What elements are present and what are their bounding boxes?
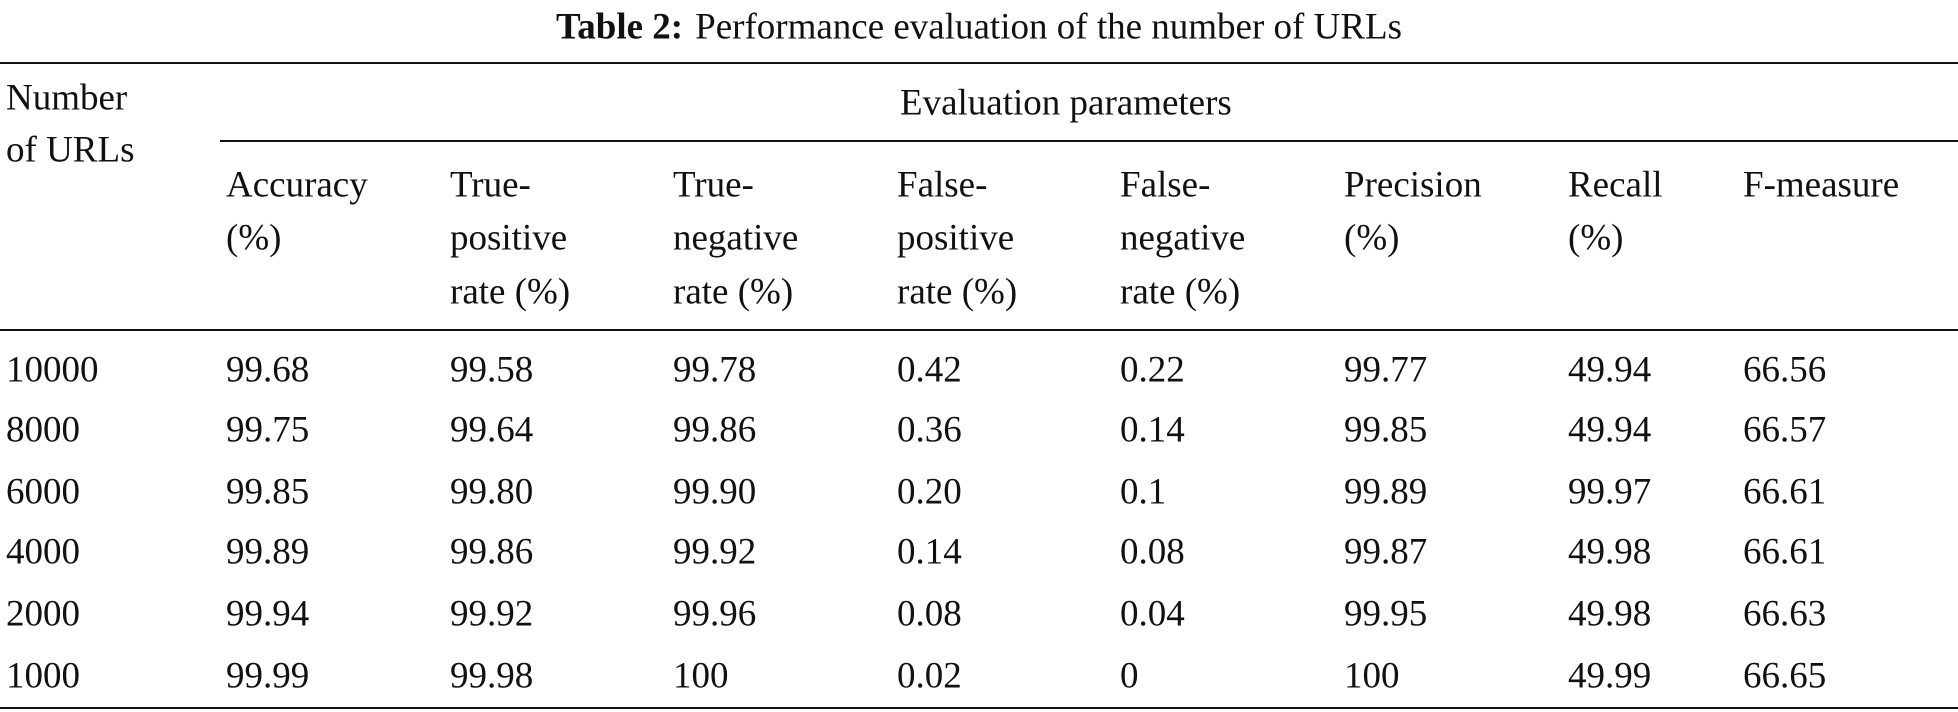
group-header: Evaluation parameters: [900, 82, 1232, 124]
row-label: 4000: [6, 531, 80, 573]
cell: 49.94: [1568, 349, 1652, 391]
column-header: rate (%): [673, 271, 794, 313]
column-header: rate (%): [1120, 271, 1241, 313]
cell: 99.80: [450, 471, 534, 513]
row-label: 6000: [6, 471, 80, 513]
cell: 100: [673, 655, 729, 697]
cell: 49.94: [1568, 409, 1652, 451]
cell: 99.98: [450, 655, 534, 697]
cell: 49.98: [1568, 531, 1652, 573]
cell: 99.85: [1344, 409, 1428, 451]
cell: 99.85: [226, 471, 310, 513]
cell: 99.92: [450, 593, 534, 635]
column-header: positive: [897, 217, 1015, 259]
column-header: Accuracy: [226, 164, 368, 206]
cell: 49.98: [1568, 593, 1652, 635]
cell: 0.02: [897, 655, 962, 697]
cell: 99.99: [226, 655, 310, 697]
cell: 66.63: [1743, 593, 1827, 635]
cell: 49.99: [1568, 655, 1652, 697]
column-header: rate (%): [897, 271, 1018, 313]
column-header: Recall: [1568, 164, 1663, 206]
cell: 0.08: [897, 593, 962, 635]
cell: 0.22: [1120, 349, 1185, 391]
cell: 66.65: [1743, 655, 1827, 697]
group-rule: [220, 140, 1958, 142]
column-header: F-measure: [1743, 164, 1900, 206]
cell: 66.57: [1743, 409, 1827, 451]
row-header: of URLs: [6, 129, 135, 171]
cell: 99.87: [1344, 531, 1428, 573]
cell: 99.96: [673, 593, 757, 635]
column-header: (%): [1568, 217, 1624, 259]
row-label: 10000: [6, 349, 99, 391]
column-header: rate (%): [450, 271, 571, 313]
bottom-rule: [0, 707, 1958, 709]
column-header: negative: [673, 217, 799, 259]
cell: 0.14: [1120, 409, 1185, 451]
cell: 0.04: [1120, 593, 1185, 635]
cell: 100: [1344, 655, 1400, 697]
row-label: 1000: [6, 655, 80, 697]
cell: 99.94: [226, 593, 310, 635]
cell: 0.1: [1120, 471, 1167, 513]
cell: 99.64: [450, 409, 534, 451]
cell: 0: [1120, 655, 1139, 697]
column-header: positive: [450, 217, 568, 259]
cell: 99.58: [450, 349, 534, 391]
cell: 0.08: [1120, 531, 1185, 573]
cell: 99.86: [673, 409, 757, 451]
cell: 0.42: [897, 349, 962, 391]
cell: 99.90: [673, 471, 757, 513]
cell: 99.78: [673, 349, 757, 391]
top-rule: [0, 62, 1958, 64]
row-label: 8000: [6, 409, 80, 451]
caption-text: Performance evaluation of the number of …: [695, 6, 1403, 48]
column-header: True-: [673, 164, 754, 206]
column-header: False-: [1120, 164, 1211, 206]
row-label: 2000: [6, 593, 80, 635]
cell: 99.92: [673, 531, 757, 573]
cell: 99.97: [1568, 471, 1652, 513]
cell: 0.14: [897, 531, 962, 573]
header-rule: [0, 329, 1958, 331]
cell: 99.86: [450, 531, 534, 573]
cell: 99.75: [226, 409, 310, 451]
cell: 99.68: [226, 349, 310, 391]
cell: 0.36: [897, 409, 962, 451]
cell: 66.56: [1743, 349, 1827, 391]
caption: Table 2: Performance evaluation of the nu…: [0, 9, 1958, 46]
cell: 0.20: [897, 471, 962, 513]
column-header: Precision: [1344, 164, 1482, 206]
cell: 99.77: [1344, 349, 1428, 391]
cell: 66.61: [1743, 531, 1827, 573]
column-header: (%): [226, 217, 282, 259]
column-header: True-: [450, 164, 531, 206]
row-header: Number: [6, 77, 128, 119]
cell: 99.95: [1344, 593, 1428, 635]
column-header: False-: [897, 164, 988, 206]
cell: 99.89: [226, 531, 310, 573]
column-header: (%): [1344, 217, 1400, 259]
column-header: negative: [1120, 217, 1246, 259]
cell: 99.89: [1344, 471, 1428, 513]
cell: 66.61: [1743, 471, 1827, 513]
caption-label: Table 2:: [555, 6, 684, 48]
